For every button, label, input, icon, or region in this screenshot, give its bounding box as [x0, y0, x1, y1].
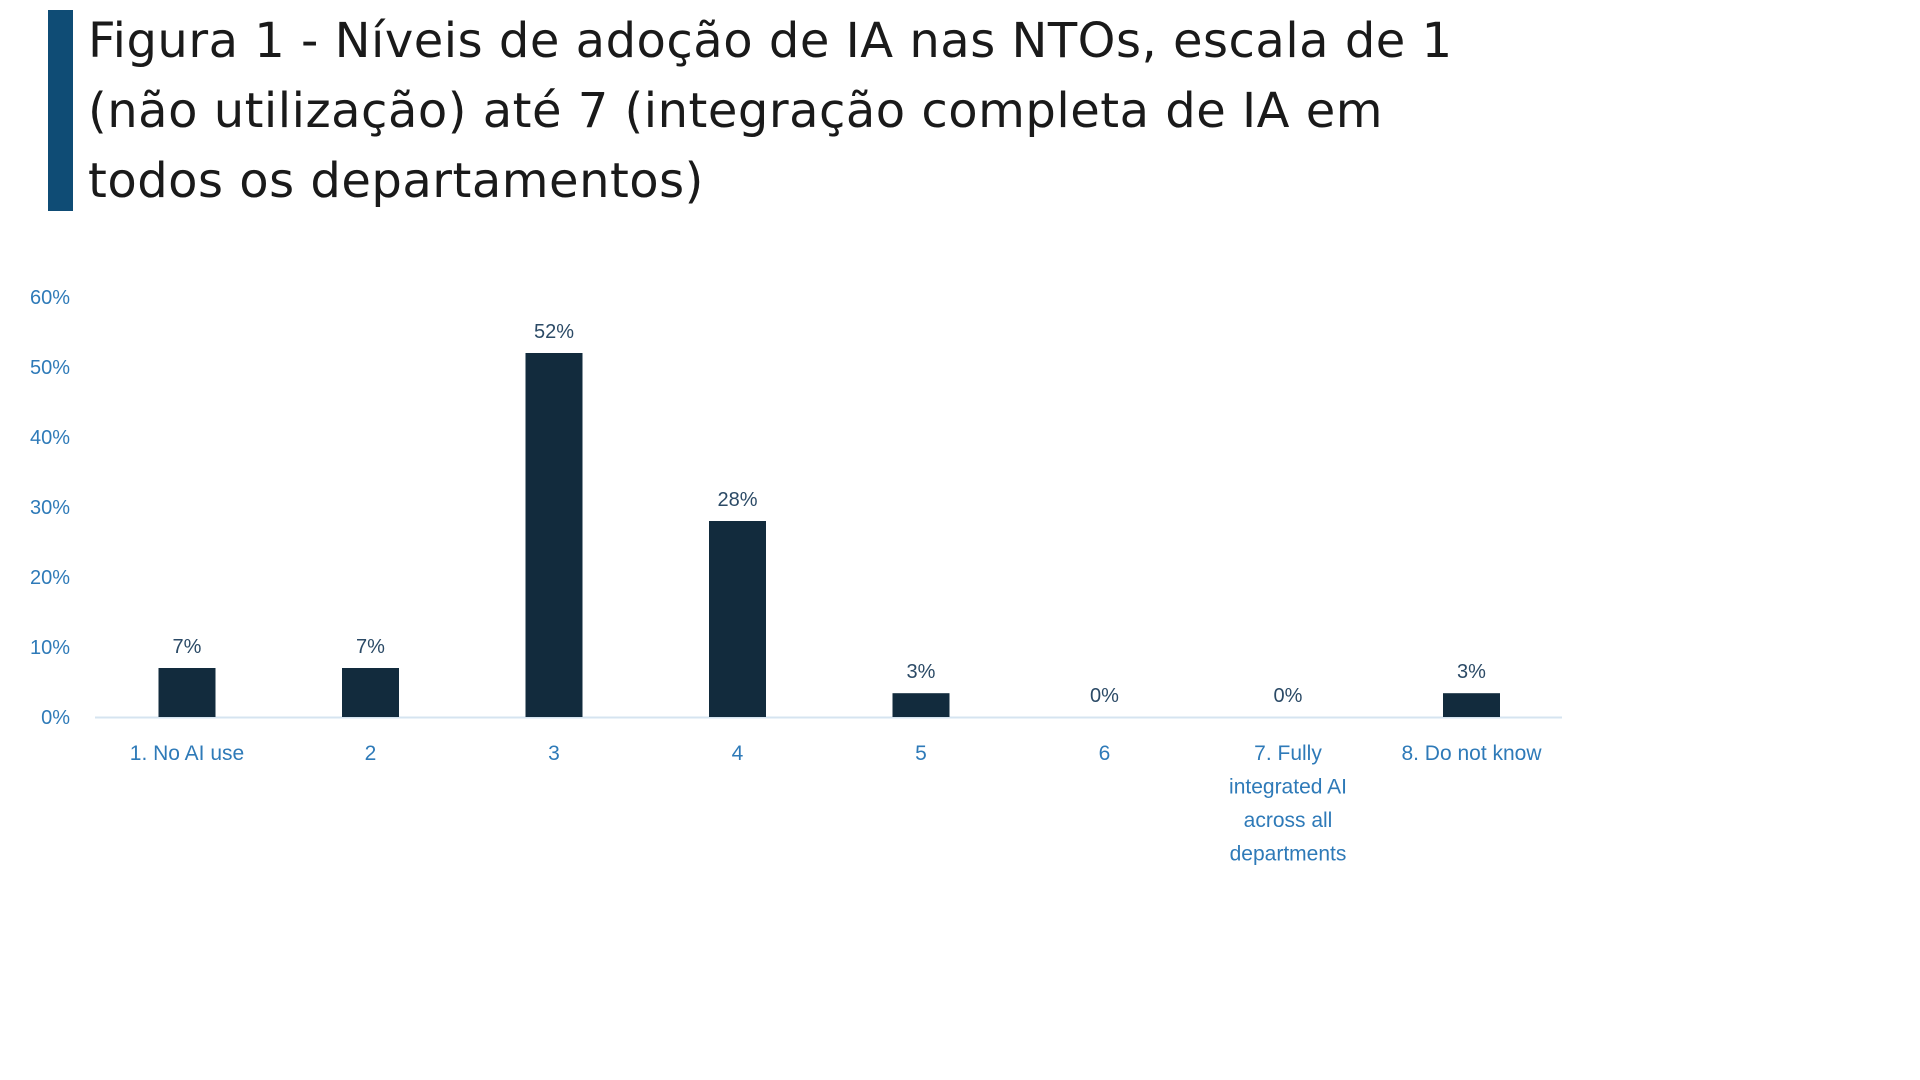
data-label: 3% [1457, 661, 1486, 683]
y-tick-label: 20% [30, 567, 70, 589]
y-tick-label: 40% [30, 427, 70, 449]
bar [709, 521, 766, 717]
x-category-label: 5 [915, 742, 927, 765]
x-category-label: 2 [365, 742, 377, 765]
data-label: 52% [534, 321, 574, 343]
data-label: 7% [173, 636, 202, 658]
x-category-label: 3 [548, 742, 560, 765]
y-tick-label: 50% [30, 357, 70, 379]
title-accent-bar [48, 10, 73, 211]
x-category-label: 7. Fully [1254, 742, 1322, 765]
x-category-label: across all [1244, 809, 1333, 832]
x-category-label: 8. Do not know [1401, 742, 1542, 765]
data-label: 0% [1090, 685, 1119, 707]
y-tick-label: 0% [41, 707, 70, 729]
x-category-label: 6 [1099, 742, 1111, 765]
bar [342, 668, 399, 717]
x-category-label: 1. No AI use [130, 742, 244, 765]
x-category-label: departments [1230, 843, 1347, 866]
bar [892, 693, 950, 717]
data-label: 0% [1274, 685, 1303, 707]
bar [1443, 693, 1500, 717]
y-tick-label: 60% [30, 287, 70, 309]
y-tick-label: 30% [30, 497, 70, 519]
data-label: 28% [717, 489, 757, 511]
data-label: 7% [356, 636, 385, 658]
figure: Figura 1 - Níveis de adoção de IA nas NT… [30, 10, 1562, 866]
bar [525, 353, 583, 717]
figure-title: Figura 1 - Níveis de adoção de IA nas NT… [88, 13, 1453, 209]
y-tick-label: 10% [30, 637, 70, 659]
x-category-label: 4 [732, 742, 744, 765]
bar-chart: 0%10%20%30%40%50%60%7%1. No AI use7%252%… [30, 287, 1562, 866]
x-category-label: integrated AI [1229, 776, 1347, 799]
data-label: 3% [907, 661, 936, 683]
bar [158, 668, 216, 717]
